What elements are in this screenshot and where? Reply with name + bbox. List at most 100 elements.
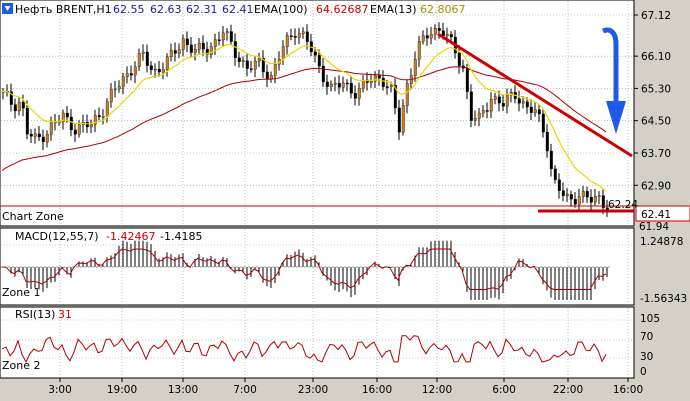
candle-body-95 — [381, 78, 385, 87]
macd-value-1: -1.42467 — [106, 230, 155, 243]
candle-body-52 — [209, 46, 213, 55]
candle-body-73 — [293, 36, 297, 38]
candle-body-85 — [341, 82, 345, 88]
candle-body-99 — [397, 107, 401, 133]
candle-body-107 — [429, 34, 433, 39]
macd-value-2: -1.4185 — [160, 230, 202, 243]
candle-body-148 — [593, 196, 597, 203]
candle-body-91 — [365, 79, 369, 83]
candle-body-11 — [45, 134, 49, 143]
time-tick-0: 3:00 — [48, 384, 72, 396]
candle-body-76 — [305, 31, 309, 42]
ohlc-close: 62.41 — [222, 3, 254, 16]
macd-label: MACD(12,55,7) — [15, 230, 99, 243]
candle-body-5 — [21, 101, 25, 109]
candle-body-112 — [449, 34, 453, 38]
time-tick-5: 16:00 — [362, 384, 392, 396]
candle-body-38 — [153, 68, 157, 71]
candle-body-36 — [145, 51, 149, 66]
time-tick-9: 16:00 — [613, 384, 643, 396]
candle-body-108 — [433, 28, 437, 35]
chart-zone-label: Chart Zone — [2, 210, 64, 223]
symbol-label: Нефть BRENT,H1 — [15, 3, 112, 16]
candle-body-90 — [361, 79, 365, 89]
current-price-tag — [635, 205, 690, 222]
price-tick-0: 67.12 — [641, 10, 671, 22]
price-tick-3: 64.50 — [641, 116, 671, 128]
candle-body-143 — [573, 199, 577, 205]
candle-body-87 — [349, 83, 353, 94]
candle-body-19 — [77, 124, 81, 135]
price-tick-2: 65.30 — [641, 83, 671, 95]
candle-body-134 — [537, 109, 541, 115]
candle-body-103 — [413, 59, 417, 76]
macd-scale-top: 1.24878 — [640, 236, 683, 248]
rsi-line — [1, 335, 607, 363]
macd-signal-line — [1, 248, 607, 290]
candle-body-83 — [333, 83, 337, 85]
ema13-label: EMA(13) — [370, 3, 417, 16]
candle-body-114 — [457, 52, 461, 66]
candle-body-16 — [65, 112, 69, 118]
rsi-label: RSI(13) — [15, 308, 55, 321]
candle-body-135 — [541, 113, 545, 133]
candle-body-149 — [597, 195, 601, 197]
candle-body-132 — [529, 106, 533, 113]
candle-body-88 — [353, 93, 357, 99]
price-tick-4: 63.70 — [641, 148, 671, 160]
candle-body-130 — [521, 101, 525, 104]
candle-body-49 — [197, 42, 201, 50]
candle-body-23 — [93, 115, 97, 125]
candle-body-12 — [49, 122, 53, 135]
candle-body-28 — [113, 88, 117, 91]
candle-body-59 — [237, 57, 241, 62]
candle-body-66 — [265, 71, 269, 80]
candle-body-119 — [477, 112, 481, 119]
candle-body-18 — [73, 129, 77, 135]
candle-body-104 — [417, 41, 421, 60]
price-axis: 67.12 66.10 65.30 64.50 63.70 62.90 — [634, 10, 671, 192]
candle-body-84 — [337, 83, 341, 88]
candle-body-54 — [217, 39, 221, 41]
candle-body-4 — [17, 101, 21, 112]
rsi-level-30: 30 — [640, 351, 653, 363]
candle-body-37 — [149, 65, 153, 70]
candle-body-106 — [425, 35, 429, 39]
candle-body-105 — [421, 35, 425, 42]
candle-body-101 — [405, 83, 409, 106]
candle-body-63 — [253, 60, 257, 70]
candle-body-9 — [37, 133, 41, 138]
ohlc-high: 62.63 — [150, 3, 182, 16]
candle-body-109 — [437, 28, 441, 31]
candle-body-75 — [301, 31, 305, 34]
candle-body-39 — [157, 68, 161, 73]
candle-body-147 — [589, 196, 593, 203]
candle-body-72 — [289, 35, 293, 37]
candle-body-65 — [261, 58, 265, 73]
candle-body-140 — [561, 190, 565, 196]
price-tick-5: 62.90 — [641, 180, 671, 192]
candle-body-15 — [61, 112, 65, 122]
candle-body-58 — [233, 41, 237, 58]
candle-body-68 — [273, 64, 277, 76]
candle-body-92 — [369, 81, 373, 83]
candle-body-60 — [241, 60, 245, 62]
current-price: 62.41 — [641, 209, 671, 221]
candle-body-44 — [177, 49, 181, 54]
candle-body-24 — [97, 115, 101, 117]
candle-body-146 — [585, 191, 589, 198]
candle-body-116 — [465, 68, 469, 92]
candle-body-26 — [105, 101, 109, 117]
chart-header: Нефть BRENT,H1 62.55 62.63 62.31 62.41 E… — [2, 3, 466, 16]
price-tick-cut: 61.94 — [639, 221, 669, 233]
candle-body-42 — [169, 50, 173, 57]
candle-body-96 — [385, 86, 389, 88]
candle-body-70 — [281, 46, 285, 60]
candle-body-34 — [137, 53, 141, 67]
time-tick-8: 22:00 — [553, 384, 583, 396]
candle-body-27 — [109, 89, 113, 103]
candle-body-45 — [181, 38, 185, 50]
candle-body-89 — [357, 87, 361, 99]
candle-body-81 — [325, 81, 329, 87]
